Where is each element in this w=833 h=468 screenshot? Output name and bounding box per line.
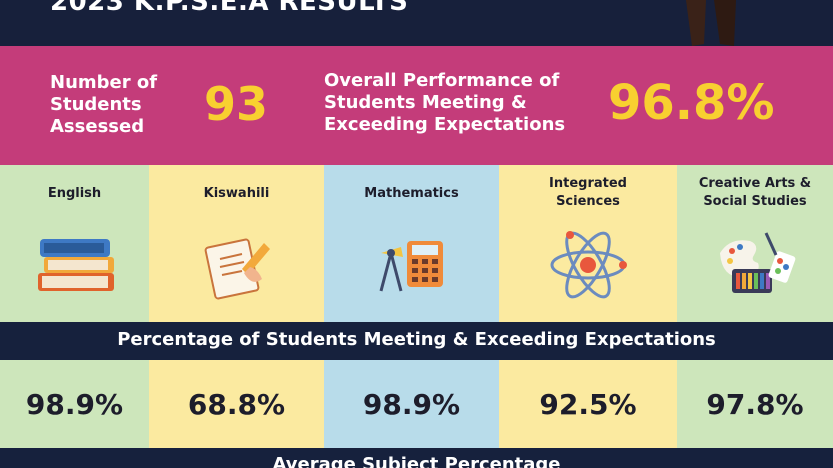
summary-band — [0, 46, 833, 165]
atom-icon — [550, 231, 627, 299]
subject-name: Mathematics — [364, 186, 459, 201]
percentage-value: 97.8% — [706, 388, 804, 421]
percentage-value: 92.5% — [539, 388, 637, 421]
subject-name: Kiswahili — [203, 186, 270, 201]
subject-name: English — [47, 186, 102, 201]
calculator-compass-icon — [379, 241, 443, 292]
percentage-value: 68.8% — [187, 388, 286, 421]
subject-card-mathematics: Mathematics — [324, 165, 499, 322]
subject-card-kiswahili: Kiswahili — [149, 165, 324, 322]
students-assessed-label: Number of Students Assessed — [50, 72, 158, 137]
students-assessed-value: 93 — [204, 77, 269, 131]
header: 2023 K.P.S.E.A RESULTS — [0, 0, 833, 46]
percentage-card-integrated-sciences: 92.5% — [499, 360, 677, 448]
percentage-card-creative-arts-social-studies: 97.8% — [677, 360, 833, 448]
page-title: 2023 K.P.S.E.A RESULTS — [50, 0, 409, 17]
subject-card-english: English — [0, 165, 149, 322]
percentage-card-english: 98.9% — [0, 360, 149, 448]
percentage-card-kiswahili: 68.8% — [149, 360, 324, 448]
average-section-title: Average Subject Percentage — [272, 454, 561, 468]
average-section-band — [0, 448, 833, 468]
student-legs-image — [686, 0, 736, 46]
percentage-value: 98.9% — [25, 388, 124, 421]
subject-name: Integrated Sciences — [549, 176, 627, 209]
subject-card-integrated-sciences: Integrated Sciences — [499, 165, 677, 322]
percentage-card-mathematics: 98.9% — [324, 360, 499, 448]
overall-performance-value: 96.8% — [608, 75, 775, 131]
overall-performance-label: Overall Performance of Students Meeting … — [324, 70, 566, 135]
writing-hand-icon — [204, 238, 270, 300]
percentage-value: 98.9% — [362, 388, 461, 421]
percentage-section-band — [0, 322, 833, 360]
books-icon — [37, 239, 114, 291]
percentage-section-title: Percentage of Students Meeting & Exceedi… — [117, 329, 716, 350]
subject-card-creative-arts-social-studies: Creative Arts & Social Studies — [677, 165, 833, 322]
subject-name: Creative Arts & Social Studies — [698, 176, 812, 209]
paint-palette-icon — [720, 232, 796, 293]
